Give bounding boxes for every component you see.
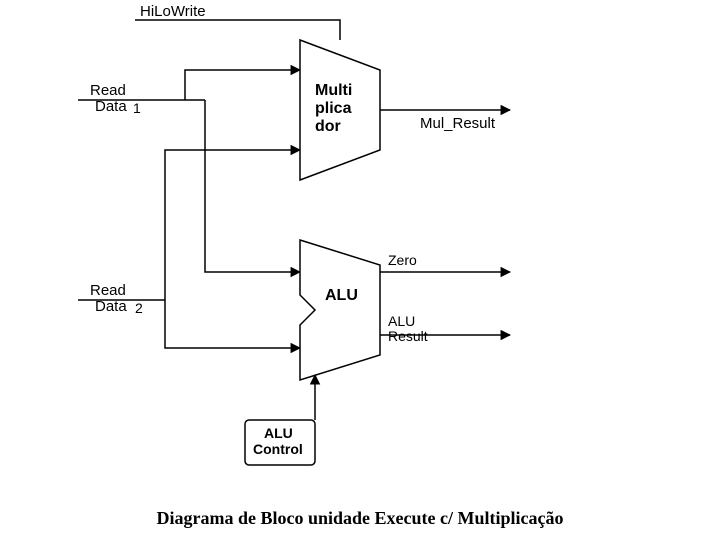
label-zero: Zero: [388, 252, 417, 268]
label-read1b: Data: [95, 98, 127, 115]
label-mul-result: Mul_Result: [420, 115, 496, 132]
label-mult1: Multi: [315, 82, 352, 99]
label-alu-result1: ALU: [388, 313, 415, 329]
diagram-svg: HiLoWrite Read Data 1 Read Data 2 Multi …: [0, 0, 720, 500]
label-alu: ALU: [325, 287, 358, 304]
label-aluctrl2: Control: [253, 441, 303, 457]
wire-rd1-to-mult: [185, 70, 300, 100]
wire-rd2-to-alu: [165, 300, 300, 348]
wire-rd2-to-mult: [165, 150, 300, 300]
label-alu-result2: Result: [388, 328, 428, 344]
label-mult3: dor: [315, 118, 341, 135]
label-mult2: plica: [315, 100, 352, 117]
label-aluctrl1: ALU: [264, 425, 293, 441]
label-hilowrite: HiLoWrite: [140, 3, 206, 20]
caption: Diagrama de Bloco unidade Execute c/ Mul…: [0, 508, 720, 529]
label-read2a: Read: [90, 282, 126, 299]
label-read2-suffix: 2: [135, 300, 143, 316]
label-read1a: Read: [90, 82, 126, 99]
wire-hilowrite: [135, 20, 340, 40]
label-read2b: Data: [95, 298, 127, 315]
wire-rd1-to-alu: [205, 100, 300, 272]
diagram-container: HiLoWrite Read Data 1 Read Data 2 Multi …: [0, 0, 720, 529]
block-alu: [300, 240, 380, 380]
label-read1-suffix: 1: [133, 100, 141, 116]
